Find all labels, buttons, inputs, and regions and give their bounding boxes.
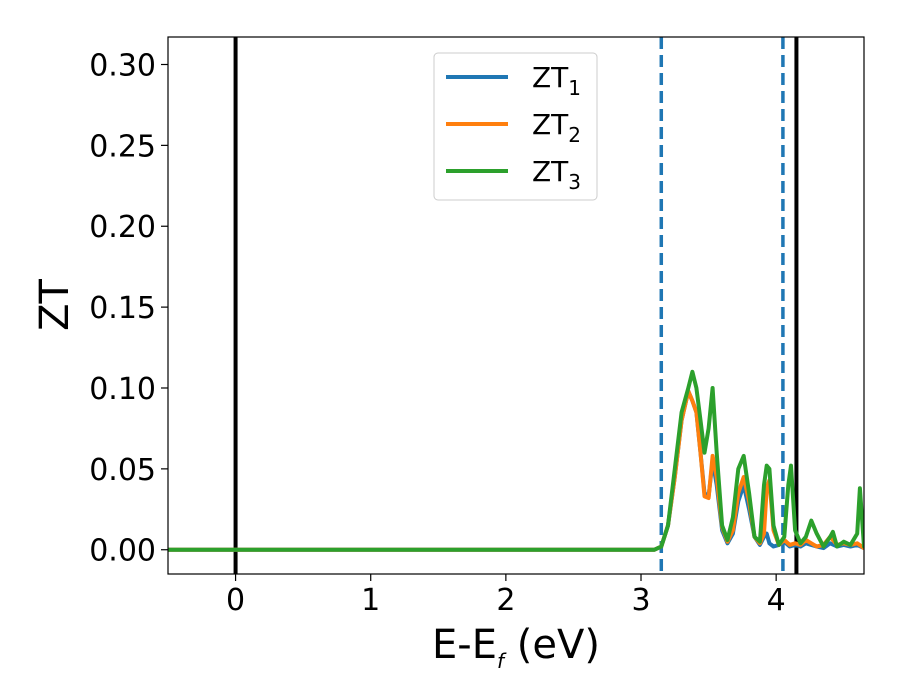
y-tick-label: 0.05 — [89, 453, 156, 488]
legend-label-zt2: ZT2 — [532, 108, 581, 147]
x-tick-label: 4 — [767, 583, 786, 618]
y-tick-label: 0.00 — [89, 534, 156, 569]
x-tick-label: 3 — [631, 583, 650, 618]
plot-area — [168, 37, 864, 574]
x-tick-label: 1 — [361, 583, 380, 618]
x-tick-label: 0 — [226, 583, 245, 618]
axes-frame — [167, 36, 865, 575]
x-ticks: 0 1 2 3 4 — [226, 574, 786, 618]
y-tick-label: 0.10 — [89, 372, 156, 407]
legend: ZT1 ZT2 ZT3 — [433, 52, 598, 201]
y-tick-label: 0.30 — [89, 48, 156, 83]
series-line-zt3 — [168, 369, 864, 552]
y-tick-label: 0.25 — [89, 129, 156, 164]
y-tick-label: 0.20 — [89, 210, 156, 245]
x-axis-label: E-Ef (eV) — [432, 622, 600, 673]
y-tick-label: 0.15 — [89, 291, 156, 326]
y-ticks: 0.00 0.05 0.10 0.15 0.20 0.25 0.30 — [89, 48, 168, 569]
axes-border — [167, 36, 865, 575]
legend-label-zt3: ZT3 — [532, 155, 581, 194]
y-axis-label: ZT — [32, 279, 78, 331]
x-tick-label: 2 — [496, 583, 515, 618]
legend-label-zt1: ZT1 — [532, 61, 581, 100]
legend-box — [433, 52, 598, 201]
